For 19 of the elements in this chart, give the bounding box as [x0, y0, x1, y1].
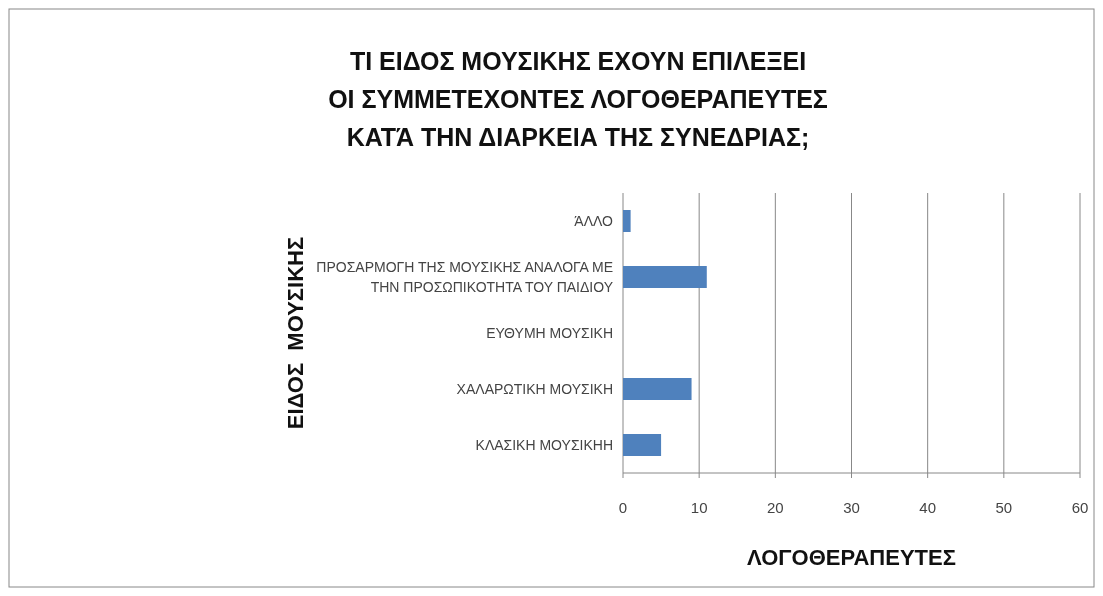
y-tick-label: ΧΑΛΑΡΩΤΙΚΗ ΜΟΥΣΙΚΗ	[456, 381, 613, 397]
y-tick-label: ΆΛΛΟ	[574, 213, 614, 229]
x-tick-label: 10	[690, 499, 708, 516]
x-tick-label: 20	[766, 499, 784, 516]
bar	[623, 378, 692, 400]
x-tick-label: 30	[843, 499, 860, 516]
y-axis-title: ΕΙΔΟΣ ΜΟΥΣΙΚΗΣ	[283, 236, 308, 430]
y-tick-label: ΠΡΟΣΑΡΜΟΓΗ ΤΗΣ ΜΟΥΣΙΚΗΣ ΑΝΑΛΟΓΑ ΜΕ ΤΗΝ ΠΡΟΣΩΠΙΚΟΤΗΤΑ ΤΟΥ ΠΑΙΔΙΟΥ	[316, 259, 614, 295]
x-tick-label: 0	[618, 499, 628, 516]
chart-title: ΤΙ ΕΙΔΟΣ ΜΟΥΣΙΚΗΣ ΕΧΟΥΝ ΕΠΙΛΕΞΕΙ ΟΙ ΣΥΜΜΕΤΕΧΟΝΤΕΣ ΛΟΓΟΘΕΡΑΠΕΥΤΕΣ ΚΑΤΆ ΤΗΝ ΔΙΑΡΚΕΙΑ ΤΗΣ ΣΥΝΕΔΡΙΑΣ;	[328, 47, 828, 151]
bar	[623, 210, 631, 232]
y-tick-label: ΕΥΘΥΜΗ ΜΟΥΣΙΚΗ	[486, 325, 613, 341]
x-tick-label: 60	[1071, 499, 1089, 516]
x-axis-title: ΛΟΓΟΘΕΡΑΠΕΥΤΕΣ	[747, 545, 956, 570]
x-tick-label: 40	[919, 499, 937, 516]
bar	[623, 266, 707, 288]
x-tick-label: 50	[995, 499, 1013, 516]
y-tick-label: ΚΛΑΣΙΚΗ ΜΟΥΣΙΚΗΗ	[475, 437, 613, 453]
bar	[623, 434, 662, 456]
